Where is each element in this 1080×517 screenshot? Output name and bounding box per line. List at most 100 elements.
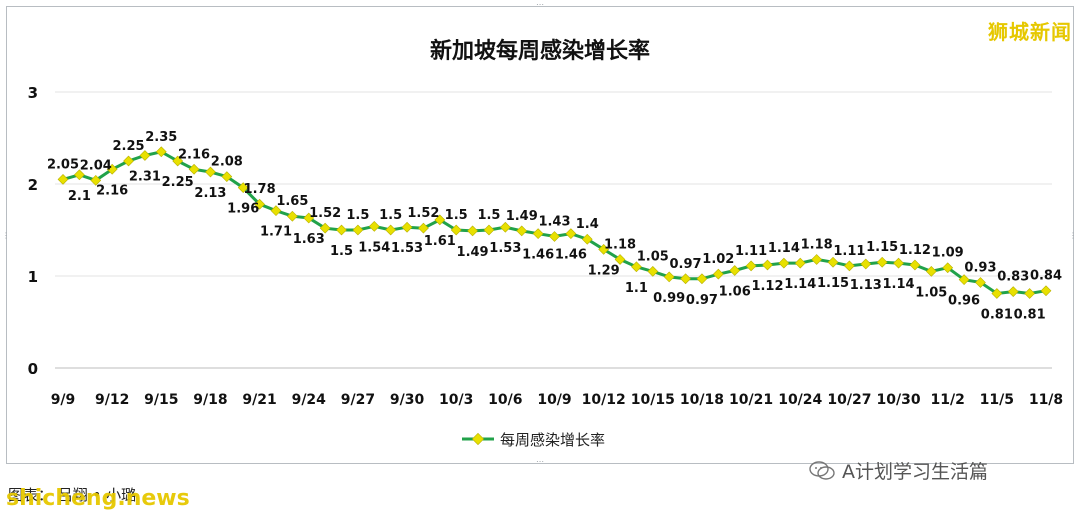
data-label: 1.54 [358,240,390,255]
data-label: 1.53 [489,241,521,256]
data-point [254,198,265,210]
data-point [614,254,626,265]
x-tick-label: 9/27 [341,392,375,408]
x-tick-label: 9/12 [95,392,129,408]
resize-handle-left[interactable]: ⋮ [2,231,10,240]
data-label: 1.71 [260,225,292,240]
data-point [844,260,855,272]
x-tick-label: 9/30 [390,392,425,408]
data-point [188,163,200,175]
data-label: 1.52 [309,206,341,221]
legend-label: 每周感染增长率 [500,431,605,449]
data-label: 1.5 [346,208,369,223]
y-tick-label: 0 [28,360,38,378]
data-label: 1.29 [588,263,620,278]
data-point [778,257,790,269]
data-label: 2.05 [47,157,79,172]
data-label: 2.25 [112,139,144,154]
data-point [811,254,823,265]
y-tick-label: 1 [28,268,38,286]
data-point [368,220,380,232]
x-tick-label: 11/8 [1029,392,1063,408]
data-label: 1.02 [702,252,734,267]
data-label: 2.25 [162,175,194,190]
data-point [598,243,610,255]
data-point [418,222,429,234]
data-point [909,259,921,271]
legend: 每周感染增长率 [462,431,605,449]
data-point [729,265,741,276]
data-point [467,225,478,237]
x-tick-label: 9/24 [292,392,327,408]
resize-handle-top[interactable]: ⋯ [536,0,544,9]
data-label: 1.49 [457,245,489,260]
data-point [385,224,397,236]
resize-handle-right[interactable]: ⋮ [1069,231,1077,240]
data-point [270,205,282,217]
x-tick-label: 10/12 [582,392,626,408]
data-label: 1.11 [833,244,865,259]
data-point [1024,288,1035,299]
data-point [712,268,724,280]
data-label: 2.13 [194,186,226,201]
data-label: 1.14 [883,277,915,292]
data-point [401,221,413,233]
data-label: 1.52 [407,206,439,221]
wechat-account-name: A计划学习生活篇 [842,461,988,483]
data-point [336,224,347,236]
data-point [434,214,446,226]
data-label: 1.14 [784,277,816,292]
data-label: 1.14 [768,241,800,256]
data-point [352,224,364,236]
data-label: 1.53 [391,241,423,256]
data-point [221,171,233,183]
legend-marker [471,432,485,446]
data-label: 1.1 [625,281,648,296]
data-label: 2.16 [178,147,210,162]
data-point [139,150,151,161]
data-point [205,166,216,178]
data-label: 2.04 [80,158,112,173]
data-label: 0.81 [981,307,1013,322]
data-point [532,228,544,240]
data-label: 1.15 [817,276,849,291]
resize-handle-bottom[interactable]: ⋯ [536,457,544,466]
data-label: 0.99 [653,291,685,306]
x-tick-label: 10/18 [680,392,724,408]
x-tick-label: 10/15 [631,392,675,408]
data-point [106,163,118,175]
data-label: 1.63 [293,232,325,247]
data-point [172,155,184,167]
x-tick-label: 9/21 [242,392,276,408]
data-point [499,221,511,233]
data-point [1007,286,1019,298]
data-point [696,273,708,285]
data-label: 1.5 [445,208,468,223]
data-point [581,233,593,245]
data-point [991,288,1003,299]
brand-watermark: 狮城新闻 [988,20,1072,44]
data-point [680,273,691,285]
data-point [90,174,102,186]
data-label: 0.97 [686,293,718,308]
x-tick-label: 10/9 [537,392,571,408]
data-label: 0.81 [1014,307,1046,322]
data-label: 1.61 [424,234,456,249]
chart-title: 新加坡每周感染增长率 [430,38,650,64]
x-tick-label: 11/5 [980,392,1014,408]
data-point [794,257,806,269]
data-label: 1.05 [915,285,947,300]
data-label: 1.12 [899,243,931,258]
site-watermark: shicheng.news [6,486,190,511]
x-tick-label: 10/3 [439,392,473,408]
x-tick-label: 10/30 [877,392,921,408]
data-point [942,262,954,274]
data-point [958,274,970,286]
data-point [663,271,675,283]
data-label: 1.18 [801,237,833,252]
data-label: 0.96 [948,294,980,309]
data-point [483,224,495,236]
data-point [450,224,462,236]
data-point [827,256,839,268]
data-label: 1.13 [850,278,882,293]
